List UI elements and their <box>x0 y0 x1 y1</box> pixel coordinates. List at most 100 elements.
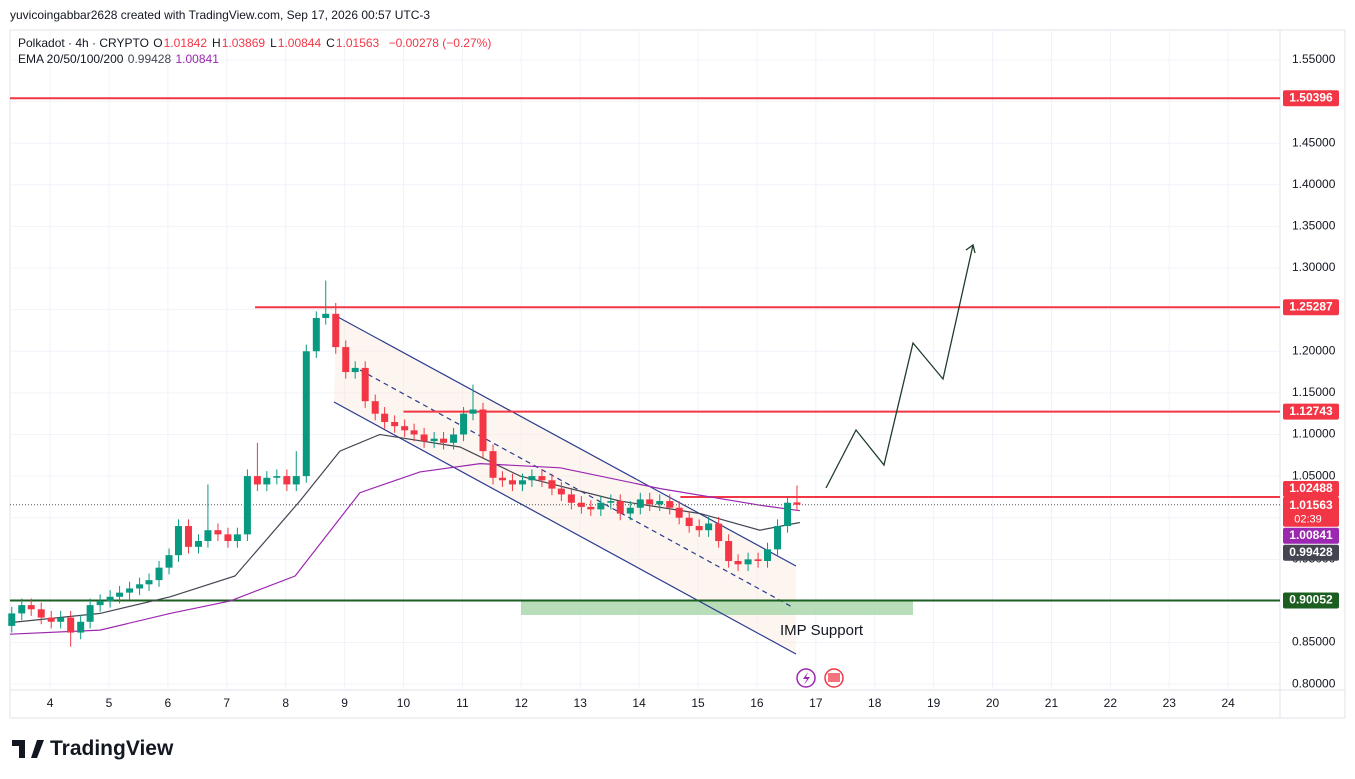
y-tick-label: 1.40000 <box>1292 177 1336 191</box>
ema-line <box>9 433 801 624</box>
x-tick-label: 9 <box>341 696 348 710</box>
x-tick-label: 10 <box>397 696 411 710</box>
x-tick-label: 6 <box>165 696 172 710</box>
level-label: 1.50396 <box>1289 90 1333 104</box>
candle-body <box>567 494 575 503</box>
candle-body <box>744 559 752 565</box>
channel-line <box>333 401 797 655</box>
candle-body <box>283 476 291 485</box>
y-tick-label: 1.55000 <box>1292 52 1336 66</box>
candle-body <box>243 476 251 535</box>
candle-body <box>577 502 585 507</box>
countdown: 02:39 <box>1294 514 1322 526</box>
ema-line <box>9 462 800 635</box>
x-tick-label: 14 <box>632 696 646 710</box>
level-label: 1.02488 <box>1289 481 1333 495</box>
candle-body <box>764 549 772 561</box>
icon <box>803 672 810 685</box>
candle-body <box>646 499 654 505</box>
indicator: EMA 20/50/100/200 <box>18 52 124 66</box>
icon <box>828 673 840 682</box>
candle-body <box>332 313 340 348</box>
candle-body <box>57 617 65 622</box>
candle-body <box>361 367 369 402</box>
chart: 0.800000.850000.900000.950001.000001.050… <box>8 29 1346 719</box>
candle-body <box>96 600 104 606</box>
candle-body <box>165 555 173 568</box>
price-label: 1.01563 <box>1289 498 1333 512</box>
candle-body <box>725 541 733 561</box>
channel-fill <box>334 316 796 654</box>
y-tick-label: 1.15000 <box>1292 385 1336 399</box>
level-label: 0.90052 <box>1289 593 1333 607</box>
x-tick-label: 23 <box>1163 696 1177 710</box>
y-tick-label: 0.80000 <box>1292 676 1336 690</box>
grid <box>10 30 1280 690</box>
candle-body <box>174 526 182 556</box>
candle-body <box>381 413 389 423</box>
y-tick-label: 1.45000 <box>1292 135 1336 149</box>
candle-body <box>126 588 134 593</box>
candle-body <box>489 451 497 478</box>
candle-body <box>715 523 723 542</box>
candle-body <box>18 605 26 614</box>
candle-body <box>705 523 713 531</box>
x-tick-label: 16 <box>750 696 764 710</box>
candle-body <box>784 502 792 527</box>
level-label: 1.25287 <box>1289 299 1333 313</box>
level-label-bg <box>1283 592 1339 609</box>
candle-body <box>430 438 438 442</box>
candle-body <box>204 530 212 542</box>
candle-body <box>734 560 742 565</box>
ema-label: 0.99428 <box>1289 545 1333 559</box>
candle-body <box>342 347 350 373</box>
x-tick-label: 5 <box>106 696 113 710</box>
ohlc-value: 1.00844 <box>277 36 322 50</box>
candle-body <box>793 502 801 505</box>
candle-body <box>607 501 615 503</box>
candle-body <box>263 477 271 485</box>
candle-body <box>47 617 55 622</box>
y-tick-label: 1.20000 <box>1292 343 1336 357</box>
x-tick-label: 12 <box>515 696 529 710</box>
legend-ema: EMA 20/50/100/200 0.99428 1.00841 <box>18 52 220 66</box>
y-tick-label: 1.30000 <box>1292 260 1336 274</box>
x-tick-label: 24 <box>1221 696 1235 710</box>
x-tick-label: 4 <box>47 696 54 710</box>
candle-body <box>371 401 379 414</box>
candle-body <box>450 434 458 443</box>
ema-label-bg <box>1283 544 1339 561</box>
x-tick-label: 15 <box>691 696 705 710</box>
ohlc-letter: O <box>153 36 163 50</box>
ohlc: O1.01842 H1.03869 L1.00844 C1.01563 <box>153 36 384 50</box>
candle-body <box>37 609 45 618</box>
candle-body <box>557 488 565 495</box>
candle-body <box>155 567 163 581</box>
candle-body <box>636 499 644 508</box>
candle-body <box>666 501 674 508</box>
candle-body <box>440 438 448 443</box>
candle-body <box>77 621 85 633</box>
x-tick-label: 7 <box>223 696 230 710</box>
ema-label: 1.00841 <box>1289 528 1333 542</box>
x-tick-label: 21 <box>1045 696 1059 710</box>
candle-body <box>528 476 536 481</box>
channel-mid <box>359 369 795 609</box>
level-label-bg <box>1283 481 1339 498</box>
y-tick-label: 1.10000 <box>1292 427 1336 441</box>
candle-body <box>322 313 330 318</box>
support-zone <box>521 601 913 615</box>
candle-body <box>587 506 595 510</box>
candle-body <box>116 592 124 597</box>
ohlc-letter: L <box>270 36 277 50</box>
candle-body <box>312 317 320 352</box>
level-label: 1.12743 <box>1289 404 1333 418</box>
x-tick-label: 13 <box>574 696 588 710</box>
candle-body <box>548 480 556 489</box>
candle-body <box>8 613 16 626</box>
candle-body <box>616 501 624 514</box>
candle-body <box>86 605 94 622</box>
candle-body <box>685 517 693 527</box>
candle-body <box>184 526 192 547</box>
ohlc-letter: C <box>326 36 335 50</box>
